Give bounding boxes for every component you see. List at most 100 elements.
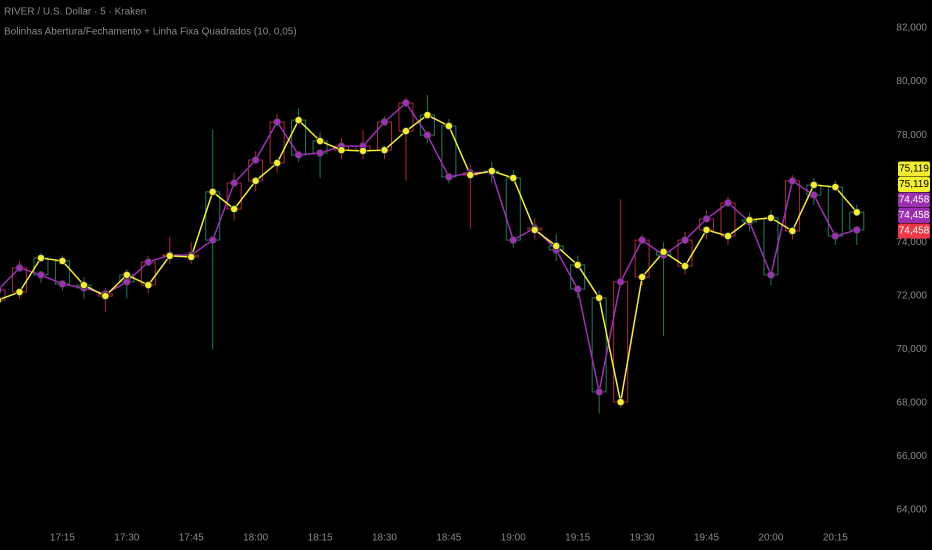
dot [36, 254, 45, 263]
dot [638, 236, 647, 245]
dot [487, 166, 496, 175]
dot [187, 252, 196, 261]
price-label: 74,458 [899, 195, 930, 206]
dot [466, 171, 475, 180]
dot [208, 187, 217, 196]
y-tick-label: 68,000 [896, 398, 927, 409]
x-tick-label: 18:30 [372, 533, 397, 544]
dot [251, 156, 260, 165]
dot [788, 226, 797, 235]
price-label-box [898, 177, 930, 192]
candle-body [0, 289, 6, 301]
dot [144, 281, 153, 290]
price-label-box [898, 192, 930, 208]
dot [659, 247, 668, 256]
dot [251, 176, 260, 185]
series-line [0, 101, 858, 393]
x-tick-label: 19:45 [694, 533, 719, 544]
dot [444, 172, 453, 181]
dot [852, 208, 861, 217]
dot [165, 251, 174, 260]
candle-body [784, 180, 800, 232]
dot [638, 273, 647, 282]
dot [509, 173, 518, 182]
y-tick-label: 82,000 [896, 23, 927, 34]
dot [380, 146, 389, 155]
candle-body [827, 186, 843, 237]
dot [788, 176, 797, 185]
price-label: 74,458 [899, 210, 930, 221]
price-label-box [898, 223, 930, 239]
chart-title: RIVER / U.S. Dollar · 5 · Kraken [4, 7, 146, 18]
dot [573, 260, 582, 269]
y-tick-label: 66,000 [896, 451, 927, 462]
price-label: 74,458 [899, 226, 930, 237]
dot [58, 279, 67, 288]
dot [380, 117, 389, 126]
x-tick-label: 20:15 [823, 533, 848, 544]
dot [702, 214, 711, 223]
chart-subtitle: Bolinhas Abertura/Fechamento + Linha Fix… [4, 27, 297, 38]
dot [509, 236, 518, 245]
price-label-box [898, 161, 930, 177]
dot [530, 225, 539, 234]
dot [208, 236, 217, 245]
dot [423, 111, 432, 120]
dot [0, 286, 2, 294]
candle-body [441, 125, 457, 178]
dot [552, 241, 561, 250]
x-tick-label: 19:30 [630, 533, 655, 544]
dot [101, 292, 110, 301]
y-tick-label: 80,000 [896, 76, 927, 87]
dot [766, 270, 775, 279]
dot [230, 205, 239, 214]
dot [401, 98, 410, 107]
x-tick-label: 20:00 [758, 533, 783, 544]
dot [273, 117, 282, 126]
candle-body [591, 297, 607, 393]
y-tick-label: 78,000 [896, 130, 927, 141]
price-label-box [898, 208, 930, 223]
dot [681, 236, 690, 245]
candle-body [205, 191, 221, 241]
dot [15, 263, 24, 272]
x-tick-label: 18:15 [308, 533, 333, 544]
dot [294, 116, 303, 125]
dot [294, 150, 303, 159]
y-tick-label: 70,000 [896, 344, 927, 355]
dot [122, 277, 131, 286]
dot [316, 149, 325, 158]
dot [316, 137, 325, 146]
dot [122, 270, 131, 279]
dot [273, 158, 282, 167]
dot [723, 198, 732, 207]
dot [595, 293, 604, 302]
dot [15, 288, 24, 297]
dot [58, 256, 67, 265]
dot [79, 281, 88, 290]
dot [745, 215, 754, 224]
dot [702, 225, 711, 234]
candle-body [763, 217, 779, 276]
dot [36, 270, 45, 279]
candle-body [613, 281, 629, 403]
y-tick-label: 74,000 [896, 237, 927, 248]
dot [401, 127, 410, 136]
dot [444, 122, 453, 131]
dot [809, 191, 818, 200]
dot [595, 387, 604, 396]
x-tick-label: 19:15 [565, 533, 590, 544]
dot [230, 179, 239, 188]
dot [358, 146, 367, 155]
dot [616, 398, 625, 407]
series-line [0, 114, 858, 403]
x-tick-label: 17:45 [179, 533, 204, 544]
price-label: 75,119 [899, 164, 929, 175]
price-label: 75,119 [899, 179, 929, 190]
x-tick-label: 19:00 [501, 533, 526, 544]
x-tick-label: 17:30 [114, 533, 139, 544]
dot [423, 131, 432, 140]
dot [852, 225, 861, 234]
